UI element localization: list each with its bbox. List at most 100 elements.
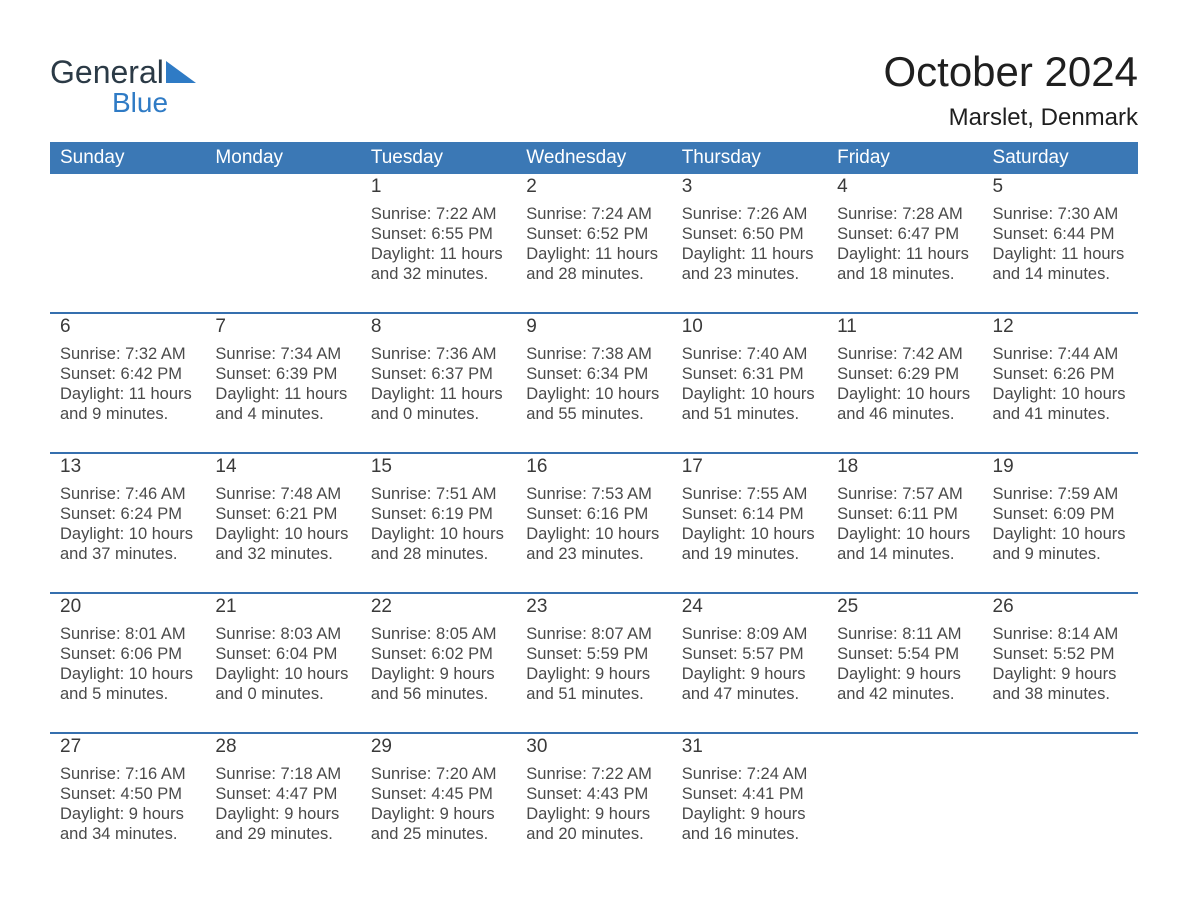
calendar-cell: 14Sunrise: 7:48 AMSunset: 6:21 PMDayligh… (205, 453, 360, 593)
sunrise-line: Sunrise: 7:18 AM (215, 765, 341, 783)
calendar-cell (205, 174, 360, 313)
sunrise-line: Sunrise: 8:03 AM (215, 625, 341, 643)
month-title: October 2024 (883, 48, 1138, 96)
day-number: 9 (516, 314, 671, 340)
sunrise-line: Sunrise: 7:16 AM (60, 765, 186, 783)
day-number: 11 (827, 314, 982, 340)
sunset-line: Sunset: 5:59 PM (526, 645, 648, 663)
day-details: Sunrise: 8:07 AMSunset: 5:59 PMDaylight:… (516, 620, 671, 732)
calendar-cell: 13Sunrise: 7:46 AMSunset: 6:24 PMDayligh… (50, 453, 205, 593)
calendar-cell: 26Sunrise: 8:14 AMSunset: 5:52 PMDayligh… (983, 593, 1138, 733)
day-details (205, 200, 360, 312)
calendar-cell: 1 Sunrise: 7:22 AM Sunset: 6:55 PM Daylight… (361, 174, 516, 313)
daylight-line: Daylight: 9 hours and 29 minutes. (215, 805, 339, 843)
day-details: Sunrise: 7:22 AMSunset: 4:43 PMDaylight:… (516, 760, 671, 872)
day-number: 14 (205, 454, 360, 480)
sunrise-line: Sunrise: 7:55 AM (682, 485, 808, 503)
daylight-line: Daylight: 10 hours and 46 minutes. (837, 385, 970, 423)
day-number: 31 (672, 734, 827, 760)
calendar-cell: 31Sunrise: 7:24 AMSunset: 4:41 PMDayligh… (672, 733, 827, 872)
day-number: 7 (205, 314, 360, 340)
day-details: Sunrise: 8:14 AMSunset: 5:52 PMDaylight:… (983, 620, 1138, 732)
daylight-line: Daylight: 11 hours and 14 minutes. (993, 245, 1125, 283)
sunset-line: Sunset: 6:02 PM (371, 645, 493, 663)
day-number: 30 (516, 734, 671, 760)
sunset-line: Sunset: 5:52 PM (993, 645, 1115, 663)
sunset-line: Sunset: 6:34 PM (526, 365, 648, 383)
header-area: General Blue October 2024 Marslet, Denma… (50, 30, 1138, 142)
day-number (50, 174, 205, 200)
logo-word-blue: Blue (50, 90, 168, 115)
sunset-line: Sunset: 6:24 PM (60, 505, 182, 523)
sunset-line: Sunset: 6:37 PM (371, 365, 493, 383)
day-number (983, 734, 1138, 760)
day-details: Sunrise: 7:26 AMSunset: 6:50 PMDaylight:… (672, 200, 827, 312)
sunset-line: Sunset: 4:43 PM (526, 785, 648, 803)
calendar-cell (983, 733, 1138, 872)
sunrise-line: Sunrise: 7:22 AM (371, 205, 497, 223)
calendar-cell: 3Sunrise: 7:26 AMSunset: 6:50 PMDaylight… (672, 174, 827, 313)
sunset-line: Sunset: 6:55 PM (371, 225, 493, 243)
day-details: Sunrise: 7:48 AMSunset: 6:21 PMDaylight:… (205, 480, 360, 592)
day-number: 22 (361, 594, 516, 620)
daylight-line: Daylight: 10 hours and 41 minutes. (993, 385, 1126, 423)
daylight-line: Daylight: 9 hours and 34 minutes. (60, 805, 184, 843)
day-details (983, 760, 1138, 872)
day-details: Sunrise: 7:51 AMSunset: 6:19 PMDaylight:… (361, 480, 516, 592)
daylight-line: Daylight: 10 hours and 51 minutes. (682, 385, 815, 423)
day-number: 4 (827, 174, 982, 200)
calendar-cell: 18Sunrise: 7:57 AMSunset: 6:11 PMDayligh… (827, 453, 982, 593)
calendar-cell: 6Sunrise: 7:32 AMSunset: 6:42 PMDaylight… (50, 313, 205, 453)
sunrise-line: Sunrise: 7:36 AM (371, 345, 497, 363)
sunset-line: Sunset: 4:45 PM (371, 785, 493, 803)
sunrise-line: Sunrise: 7:57 AM (837, 485, 963, 503)
sunset-line: Sunset: 4:41 PM (682, 785, 804, 803)
calendar-cell (50, 174, 205, 313)
day-details: Sunrise: 7:30 AMSunset: 6:44 PMDaylight:… (983, 200, 1138, 312)
sunset-line: Sunset: 5:54 PM (837, 645, 959, 663)
sunrise-line: Sunrise: 7:22 AM (526, 765, 652, 783)
day-number: 19 (983, 454, 1138, 480)
day-number: 1 (361, 174, 516, 200)
location-subtitle: Marslet, Denmark (883, 104, 1138, 132)
sunrise-line: Sunrise: 7:46 AM (60, 485, 186, 503)
day-details: Sunrise: 7:16 AMSunset: 4:50 PMDaylight:… (50, 760, 205, 872)
daylight-line: Daylight: 10 hours and 37 minutes. (60, 525, 193, 563)
sunset-line: Sunset: 6:31 PM (682, 365, 804, 383)
sunset-line: Sunset: 6:11 PM (837, 505, 958, 523)
day-details (50, 200, 205, 312)
sunset-line: Sunset: 6:06 PM (60, 645, 182, 663)
daylight-line: Daylight: 10 hours and 14 minutes. (837, 525, 970, 563)
calendar-cell: 21Sunrise: 8:03 AMSunset: 6:04 PMDayligh… (205, 593, 360, 733)
sunset-line: Sunset: 6:29 PM (837, 365, 959, 383)
calendar-cell: 20Sunrise: 8:01 AMSunset: 6:06 PMDayligh… (50, 593, 205, 733)
sunrise-line: Sunrise: 7:48 AM (215, 485, 341, 503)
day-details: Sunrise: 7:55 AMSunset: 6:14 PMDaylight:… (672, 480, 827, 592)
sunrise-line: Sunrise: 8:01 AM (60, 625, 186, 643)
daylight-line: Daylight: 11 hours and 4 minutes. (215, 385, 347, 423)
calendar-cell: 25Sunrise: 8:11 AMSunset: 5:54 PMDayligh… (827, 593, 982, 733)
daylight-line: Daylight: 11 hours and 9 minutes. (60, 385, 192, 423)
day-details: Sunrise: 7:38 AMSunset: 6:34 PMDaylight:… (516, 340, 671, 452)
sunrise-line: Sunrise: 7:24 AM (526, 205, 652, 223)
daylight-line: Daylight: 11 hours and 32 minutes. (371, 245, 503, 283)
daylight-line: Daylight: 9 hours and 16 minutes. (682, 805, 806, 843)
day-details: Sunrise: 7:22 AM Sunset: 6:55 PM Daylight:… (361, 200, 516, 312)
sunset-line: Sunset: 6:19 PM (371, 505, 493, 523)
daylight-line: Daylight: 10 hours and 0 minutes. (215, 665, 348, 703)
day-details: Sunrise: 7:42 AMSunset: 6:29 PMDaylight:… (827, 340, 982, 452)
sunrise-line: Sunrise: 7:34 AM (215, 345, 341, 363)
sunrise-line: Sunrise: 8:14 AM (993, 625, 1119, 643)
day-number: 25 (827, 594, 982, 620)
calendar-body: 1 Sunrise: 7:22 AM Sunset: 6:55 PM Daylight… (50, 174, 1138, 872)
day-number: 15 (361, 454, 516, 480)
day-details: Sunrise: 8:05 AMSunset: 6:02 PMDaylight:… (361, 620, 516, 732)
daylight-line: Daylight: 9 hours and 56 minutes. (371, 665, 495, 703)
sunrise-line: Sunrise: 8:09 AM (682, 625, 808, 643)
day-details (827, 760, 982, 872)
day-number (827, 734, 982, 760)
sunrise-line: Sunrise: 7:38 AM (526, 345, 652, 363)
sunset-line: Sunset: 6:16 PM (526, 505, 648, 523)
day-number: 21 (205, 594, 360, 620)
calendar-cell: 7Sunrise: 7:34 AMSunset: 6:39 PMDaylight… (205, 313, 360, 453)
